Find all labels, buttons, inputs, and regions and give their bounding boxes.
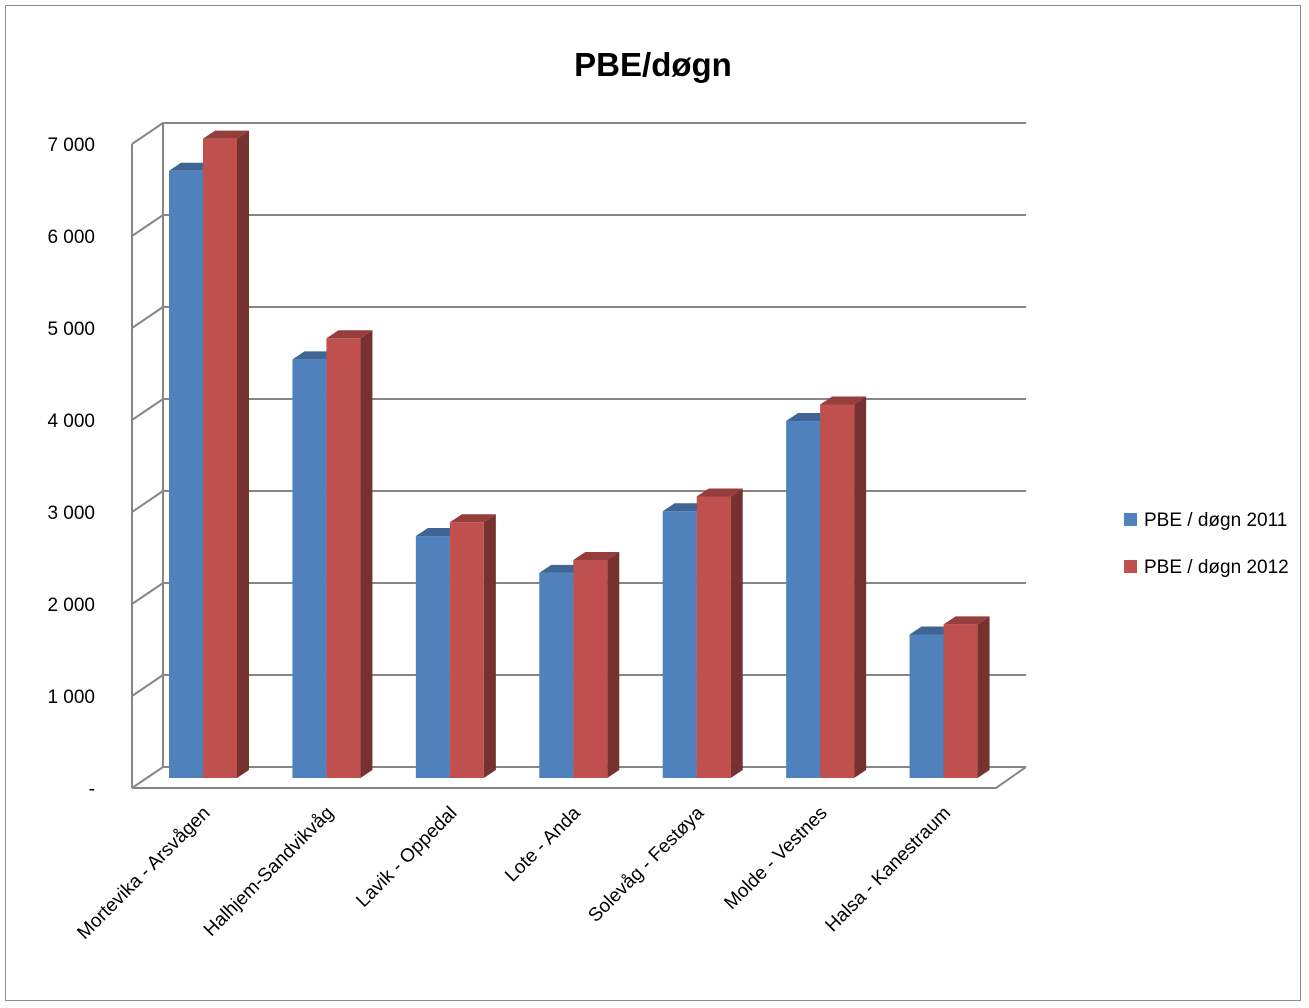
bar (415, 536, 450, 778)
chart-title: PBE/døgn (574, 46, 732, 83)
gridline (131, 490, 1026, 513)
y-axis-tick-labels: - 1 000 2 000 3 000 4 000 5 000 6 000 7 000 (47, 135, 95, 800)
y-tick-label: 7 000 (47, 135, 95, 156)
bar (449, 522, 484, 778)
bar (326, 338, 361, 778)
floor-edge (132, 766, 1027, 789)
bar (943, 624, 978, 778)
bar (573, 559, 608, 778)
bars (169, 130, 990, 779)
bar-side (237, 130, 249, 779)
bar (169, 170, 203, 779)
bar-side (977, 616, 990, 778)
bar (539, 572, 574, 778)
x-tick-label: Solevåg - Festøya (584, 802, 708, 926)
legend-swatch (1124, 560, 1137, 573)
bar-side (483, 514, 496, 778)
bar (696, 496, 731, 778)
y-tick-label: 2 000 (47, 595, 95, 616)
gridline (131, 214, 1026, 237)
y-tick-label: 6 000 (47, 227, 95, 248)
bar-top (696, 488, 743, 497)
y-tick-label: 5 000 (47, 319, 95, 340)
bar-top (943, 616, 990, 625)
gridlines (131, 122, 1026, 789)
legend-label: PBE / døgn 2011 (1144, 510, 1287, 531)
bar-top (573, 551, 620, 560)
legend: PBE / døgn 2011 PBE / døgn 2012 (1124, 510, 1289, 578)
bar-side (607, 551, 620, 778)
chart-walls (131, 123, 1027, 789)
chart-svg: PBE/døgn - 1 000 2 000 3 000 4 000 5 000 6 000… (47, 46, 1289, 944)
bar-side (360, 330, 373, 778)
bar-top (203, 130, 249, 139)
bar-top (820, 396, 867, 405)
y-tick-label: 4 000 (47, 411, 95, 432)
x-tick-label: Halsa - Kanestraum (822, 803, 956, 937)
bar (820, 404, 855, 778)
bar (662, 511, 697, 778)
bar (909, 634, 944, 778)
bar-top (449, 514, 496, 523)
x-tick-label: Halhjem-Sandvikvåg (200, 803, 338, 941)
x-tick-label: Lavik - Oppedal (352, 803, 461, 912)
bar-top (326, 330, 373, 339)
bar (203, 138, 237, 779)
legend-label: PBE / døgn 2012 (1144, 557, 1289, 578)
gridline (131, 122, 1026, 145)
y-tick-label: 1 000 (47, 687, 95, 708)
bar (292, 359, 327, 778)
gridline (131, 398, 1026, 421)
legend-swatch (1124, 513, 1137, 526)
bar (786, 421, 821, 778)
y-tick-label: 3 000 (47, 503, 95, 524)
gridline (131, 306, 1026, 329)
x-tick-label: Lote - Anda (501, 802, 585, 886)
y-tick-label: - (89, 779, 95, 800)
bar-side (854, 396, 867, 778)
bar-side (730, 488, 743, 778)
x-tick-label: Molde - Vestnes (720, 803, 831, 914)
x-tick-label: Mortevika - Arsvågen (73, 803, 214, 944)
chart-frame: PBE/døgn - 1 000 2 000 3 000 4 000 5 000 6 000… (5, 5, 1301, 1001)
